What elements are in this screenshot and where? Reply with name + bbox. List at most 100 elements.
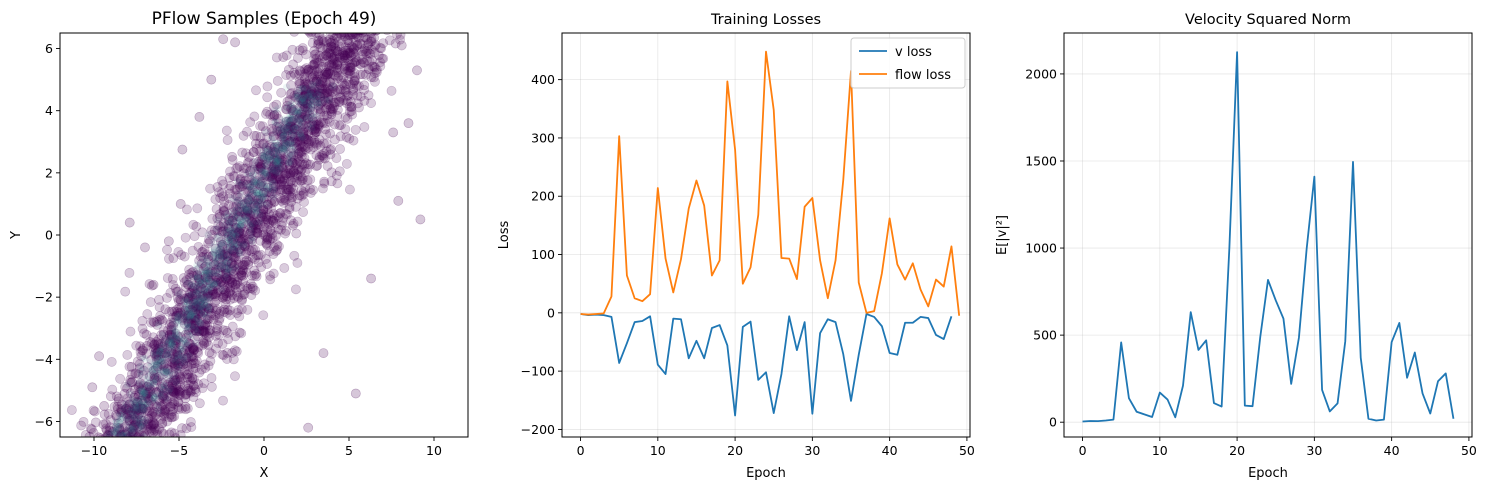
sample-point [230,371,240,382]
sample-point [172,355,183,366]
sample-point [129,420,140,431]
sample-point [165,336,175,347]
sample-point [225,276,235,287]
sample-point [298,127,309,138]
dense-core-point [159,331,167,339]
sample-point [190,291,201,302]
sample-point [174,302,185,313]
sample-point [235,235,246,246]
sample-point [186,386,197,397]
sample-point [208,288,219,299]
outlier-point [303,422,314,433]
sample-point [160,304,171,315]
sample-point [154,315,165,325]
legend-label-v-loss: v loss [895,45,932,60]
sample-point [139,415,149,426]
outlier-point [350,388,361,399]
sample-point [274,162,285,173]
dense-core-point [329,82,337,90]
dense-core-point [212,262,221,270]
sample-point [201,272,211,283]
sample-point [182,361,193,371]
sample-point [230,238,241,249]
sample-point [235,222,246,233]
sample-point [288,128,298,139]
sample-point [166,401,176,412]
sample-point [269,196,280,207]
sample-point [251,85,261,96]
sample-point [256,176,267,187]
sample-point [192,323,203,334]
sample-point [154,302,165,313]
dense-core-point [297,123,305,131]
sample-point [211,295,222,306]
dense-core-point [288,136,296,144]
sample-point [284,136,294,147]
sample-point [328,52,339,63]
sample-point [122,409,133,420]
sample-point [251,143,262,154]
dense-core-point [264,173,272,181]
sample-point [289,172,300,183]
sample-point [352,98,363,109]
sample-point [298,95,309,106]
dense-core-point [197,303,205,311]
dense-core-point [269,193,278,201]
sample-point [271,121,282,132]
sample-point [214,330,224,340]
dense-core-point [272,127,280,136]
sample-point [249,130,260,141]
dense-core-point [291,107,299,116]
sample-point [173,404,184,415]
sample-point [227,290,237,300]
dense-core-point [221,213,229,221]
outlier-point [99,401,110,411]
sample-point [260,254,271,264]
sample-point [345,96,356,107]
sample-point [323,94,334,105]
sample-point [217,338,228,349]
sample-point [365,48,376,59]
y-tick-label: 300 [531,130,555,145]
sample-point [263,151,273,162]
dense-core-point [183,339,191,347]
sample-point [327,81,338,92]
sample-point [177,315,188,325]
sample-point [334,33,345,38]
sample-point [350,37,361,48]
sample-point [78,416,89,427]
sample-point [262,232,273,243]
sample-point [295,175,306,186]
outlier-point [366,273,376,284]
sample-point [290,69,301,80]
sample-point [330,97,341,108]
sample-point [313,120,324,130]
dense-core-point [170,370,178,379]
sample-point [175,371,186,382]
sample-point [183,294,194,305]
y-tick-label: 200 [531,189,555,204]
sample-point [221,273,231,284]
sample-point [305,187,316,198]
outlier-point [94,351,104,362]
sample-point [217,252,228,262]
sample-point [282,209,292,220]
sample-point [278,198,289,208]
dense-core-point [202,313,210,321]
sample-point [186,316,197,327]
sample-point [315,117,326,128]
sample-point [294,76,305,87]
sample-point [262,259,273,269]
sample-point [93,432,104,437]
outlier-point [140,242,150,253]
sample-point [238,260,249,271]
sample-point [314,50,325,61]
sample-point [302,135,313,146]
sample-point [232,211,243,221]
sample-point [311,53,322,64]
sample-point [268,154,279,164]
sample-point [192,270,202,281]
dense-core-point [200,270,208,279]
sample-point [138,398,148,409]
sample-point [196,326,207,337]
